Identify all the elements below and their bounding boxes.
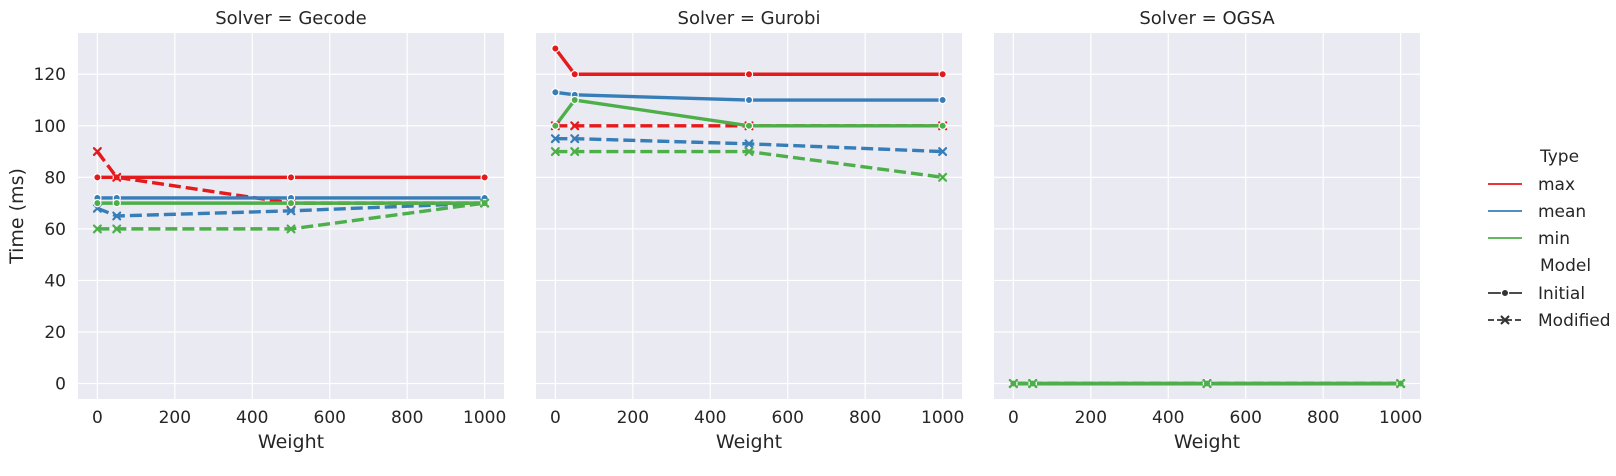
data-point-max-modified xyxy=(570,121,580,131)
data-point-max-initial xyxy=(570,70,579,79)
x-tick-label: 800 xyxy=(391,408,423,428)
legend: Type max mean min Model Initial Modified xyxy=(1488,147,1611,331)
data-point-max-initial xyxy=(286,173,296,182)
legend-marker-modified xyxy=(1500,315,1510,325)
legend-title-type: Type xyxy=(1539,147,1579,167)
y-tick-label: 120 xyxy=(34,65,66,85)
x-tick-label: 1000 xyxy=(463,408,506,428)
data-point-max-initial xyxy=(744,70,754,79)
data-point-min-initial xyxy=(286,198,296,208)
x-axis-label: Weight xyxy=(1174,431,1240,453)
series-line-mean-modified xyxy=(555,136,943,154)
y-tick-label: 80 xyxy=(44,168,66,188)
x-tick-label: 200 xyxy=(617,408,649,428)
series-line-mean-initial xyxy=(555,90,943,102)
x-axis-label: Weight xyxy=(716,431,782,453)
x-tick-label: 1000 xyxy=(1379,408,1422,428)
x-tick-label: 400 xyxy=(694,408,726,428)
y-axis-label: Time (ms) xyxy=(6,168,28,265)
plot-area xyxy=(994,33,1420,399)
facet-panel: 0 200 400 600 800 1000 0 20 40 60 80 100 120 Weight So… xyxy=(34,8,507,453)
data-point-min-modified xyxy=(1008,379,1018,389)
legend-item-min: min xyxy=(1538,229,1570,249)
data-point-mean-modified xyxy=(744,139,754,149)
facet-panel: 0 200 400 600 800 1000 Weight Solver = OGSA xyxy=(994,8,1422,453)
x-tick-label: 600 xyxy=(1230,408,1262,428)
x-tick-label: 200 xyxy=(1075,408,1107,428)
data-point-mean-modified xyxy=(570,134,580,144)
data-point-min-modified xyxy=(570,147,580,157)
x-tick-label: 600 xyxy=(772,408,804,428)
data-point-mean-modified xyxy=(112,211,122,221)
data-point-min-modified xyxy=(1202,379,1212,389)
plot-area xyxy=(78,33,504,399)
data-point-mean-modified xyxy=(286,206,296,216)
data-point-mean-initial xyxy=(551,88,560,97)
data-point-min-initial xyxy=(744,121,754,130)
legend-item-modified: Modified xyxy=(1538,311,1611,331)
x-axis-label: Weight xyxy=(258,431,324,453)
data-point-min-modified xyxy=(938,172,948,182)
data-point-min-modified xyxy=(744,147,754,157)
data-point-min-modified xyxy=(1028,379,1038,389)
data-point-min-initial xyxy=(551,121,560,130)
data-point-mean-initial xyxy=(744,95,754,105)
data-point-max-modified xyxy=(112,172,122,182)
data-point-max-modified xyxy=(92,147,102,157)
data-point-min-initial xyxy=(938,121,947,130)
x-tick-label: 1000 xyxy=(921,408,964,428)
series-line-min-initial xyxy=(554,98,943,128)
y-tick-label: 20 xyxy=(44,323,66,343)
x-tick-label: 800 xyxy=(849,408,881,428)
data-point-min-modified xyxy=(1396,379,1406,389)
data-point-max-initial xyxy=(480,173,489,182)
x-tick-label: 0 xyxy=(1008,408,1019,428)
x-tick-label: 200 xyxy=(159,408,191,428)
data-point-min-modified xyxy=(480,198,490,208)
panel-title: Solver = Gecode xyxy=(215,8,367,29)
plot-area xyxy=(536,33,962,399)
panel-title: Solver = Gurobi xyxy=(678,8,821,29)
data-point-max-initial xyxy=(938,70,947,79)
y-tick-label: 100 xyxy=(34,117,66,137)
data-point-min-initial xyxy=(93,198,102,208)
x-tick-label: 400 xyxy=(236,408,268,428)
series-line-min-modified xyxy=(97,201,485,231)
x-tick-label: 800 xyxy=(1307,408,1339,428)
x-tick-label: 600 xyxy=(314,408,346,428)
series-line-max-initial xyxy=(554,47,943,76)
data-point-max-initial xyxy=(93,173,102,182)
x-tick-label: 0 xyxy=(550,408,561,428)
panel-title: Solver = OGSA xyxy=(1139,8,1275,29)
series-line-mean-modified xyxy=(96,201,485,218)
data-point-mean-initial xyxy=(938,95,947,105)
legend-marker-initial xyxy=(1500,288,1510,298)
y-tick-label: 0 xyxy=(55,375,66,395)
data-point-min-initial xyxy=(570,95,579,105)
data-point-max-initial xyxy=(551,44,560,53)
x-tick-label: 400 xyxy=(1152,408,1184,428)
facet-panel: 0 200 400 600 800 1000 Weight Solver = Gurobi xyxy=(536,8,964,453)
data-point-min-modified xyxy=(286,224,296,234)
data-point-min-initial xyxy=(112,198,121,208)
data-point-min-modified xyxy=(112,224,122,234)
legend-item-initial: Initial xyxy=(1538,284,1585,304)
legend-item-max: max xyxy=(1538,175,1575,195)
y-tick-label: 40 xyxy=(44,271,66,291)
data-point-mean-modified xyxy=(550,134,560,144)
data-point-mean-modified xyxy=(938,147,948,157)
data-point-min-modified xyxy=(550,147,560,157)
legend-title-model: Model xyxy=(1540,256,1591,276)
y-tick-label: 60 xyxy=(44,220,66,240)
series-line-min-modified xyxy=(555,149,943,180)
legend-item-mean: mean xyxy=(1538,202,1586,222)
x-tick-label: 0 xyxy=(92,408,103,428)
series-line-max-modified xyxy=(96,150,485,205)
data-point-min-modified xyxy=(92,224,102,234)
